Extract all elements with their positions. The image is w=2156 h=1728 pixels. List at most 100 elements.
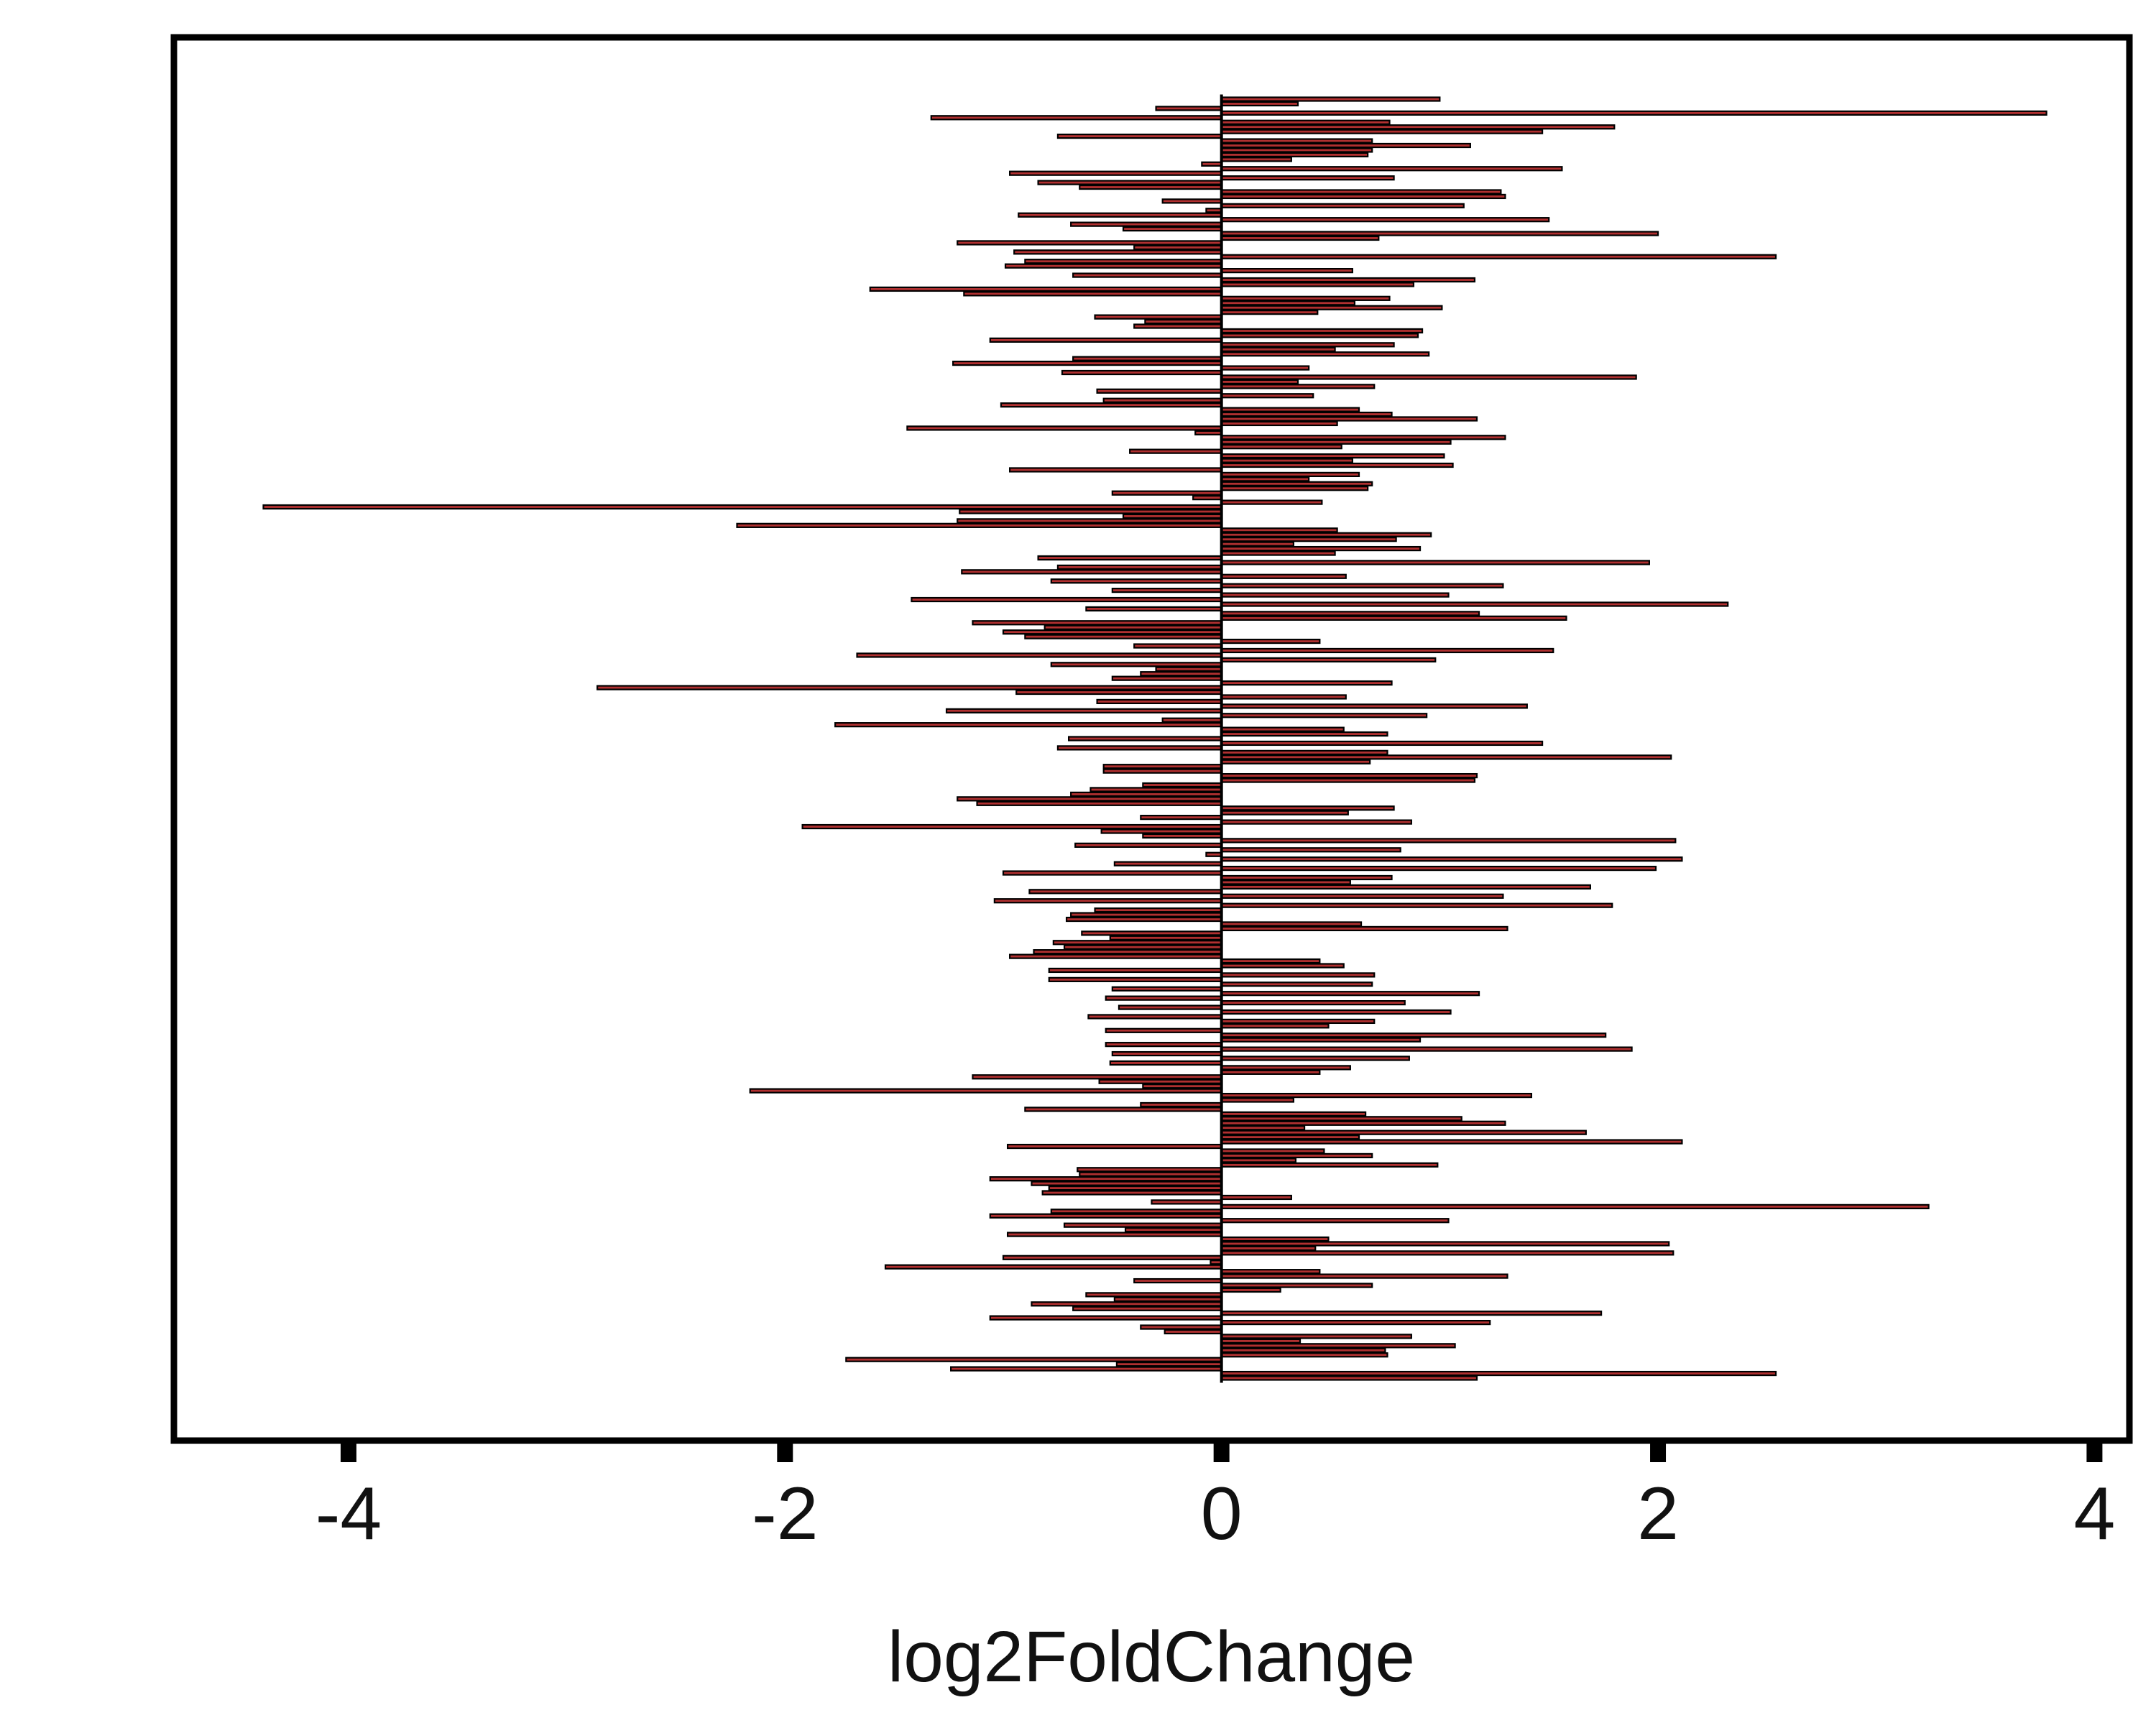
bar — [1089, 787, 1222, 793]
bar — [1067, 736, 1222, 741]
bar — [1142, 782, 1222, 788]
bar — [1220, 300, 1356, 306]
bar — [1102, 768, 1222, 774]
bar — [1220, 810, 1349, 816]
bar — [1105, 1042, 1222, 1048]
bar — [1220, 527, 1338, 533]
bar — [1201, 161, 1222, 167]
bar — [1155, 666, 1222, 672]
bar — [1124, 1227, 1222, 1233]
bar — [1220, 772, 1478, 779]
bar — [1052, 940, 1222, 946]
bar — [749, 1088, 1222, 1094]
bar — [1220, 726, 1345, 732]
bar — [1102, 397, 1222, 403]
bar — [262, 504, 1222, 510]
bar — [1220, 1343, 1456, 1349]
bar — [1220, 638, 1321, 644]
bar — [1220, 560, 1651, 565]
bar — [1220, 305, 1443, 310]
bar — [1220, 1046, 1633, 1052]
bar — [1220, 1194, 1292, 1201]
bar — [1111, 675, 1222, 681]
bar — [1220, 393, 1314, 399]
bar — [1220, 1139, 1683, 1145]
bar — [1065, 916, 1222, 923]
bar — [1002, 1255, 1222, 1260]
bar — [1050, 1209, 1222, 1214]
bar — [1220, 874, 1393, 881]
bar — [1220, 333, 1419, 338]
bar — [884, 1264, 1222, 1270]
bar — [1220, 142, 1471, 149]
bar — [1133, 244, 1222, 250]
bar — [1220, 573, 1347, 579]
bar — [1220, 254, 1777, 259]
bar — [1009, 170, 1222, 176]
bar — [1220, 138, 1373, 144]
bar — [1037, 180, 1222, 185]
bar — [950, 1366, 1222, 1372]
bar — [1050, 578, 1222, 584]
bar — [1094, 314, 1222, 320]
bar — [1031, 1181, 1222, 1186]
bar — [1220, 458, 1353, 463]
bar — [1220, 754, 1672, 760]
bar — [1133, 323, 1222, 329]
bar — [1074, 842, 1222, 848]
bar — [1161, 198, 1222, 204]
bar — [1220, 1135, 1360, 1140]
x-axis-title: log2FoldChange — [888, 1617, 1415, 1697]
bar — [1220, 166, 1563, 172]
bar — [1006, 1232, 1222, 1237]
bar — [1024, 1106, 1222, 1112]
bar — [1220, 1023, 1330, 1029]
bar — [1220, 1236, 1330, 1242]
bar — [1220, 1370, 1777, 1377]
x-axis: -4 -2 0 2 4 — [315, 1443, 2115, 1556]
bar — [1220, 1319, 1491, 1326]
bar — [1220, 981, 1373, 987]
bar — [1220, 879, 1351, 885]
bar — [1220, 189, 1502, 195]
bar — [1220, 96, 1441, 102]
bar — [959, 509, 1222, 514]
bar — [1220, 583, 1504, 588]
bar — [1031, 1301, 1222, 1307]
bar — [1142, 833, 1222, 839]
bar — [1220, 1250, 1674, 1256]
bar — [1220, 749, 1388, 755]
bar — [1220, 346, 1336, 352]
bar — [1105, 1027, 1222, 1033]
bar — [957, 240, 1222, 246]
bar — [1220, 680, 1393, 686]
bar — [1220, 407, 1360, 412]
bar — [1220, 1375, 1478, 1381]
bar — [911, 596, 1222, 603]
bar — [1155, 106, 1222, 111]
bar — [1220, 486, 1369, 491]
bar — [1220, 476, 1310, 482]
bar — [1220, 1065, 1351, 1071]
bar — [957, 796, 1222, 802]
bar — [1220, 958, 1321, 964]
bar — [1041, 1190, 1222, 1196]
bar — [976, 800, 1222, 806]
bar — [1220, 999, 1406, 1006]
bar — [596, 685, 1222, 690]
bar — [1220, 1069, 1321, 1075]
bar — [1220, 1129, 1587, 1135]
bar — [1220, 101, 1299, 107]
bar — [1048, 967, 1222, 974]
bar — [1220, 615, 1567, 621]
bar — [1009, 467, 1222, 473]
bar — [972, 620, 1222, 626]
bar — [1098, 1078, 1222, 1084]
bar — [1194, 430, 1222, 435]
bar — [1220, 379, 1299, 385]
bar — [1028, 889, 1222, 895]
bar — [1220, 1283, 1373, 1288]
bar — [1220, 1152, 1373, 1159]
bar — [1220, 991, 1480, 997]
